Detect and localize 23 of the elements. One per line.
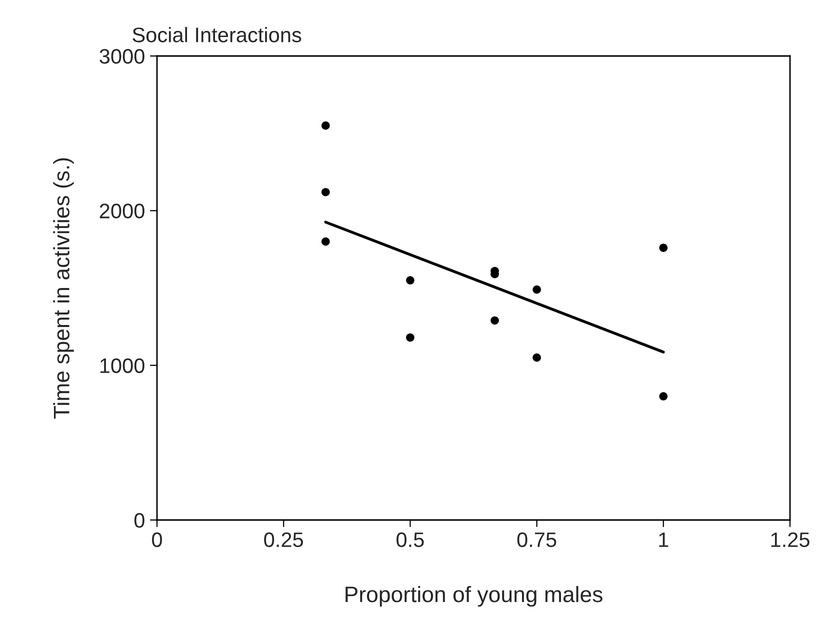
point — [532, 285, 541, 294]
point — [659, 392, 668, 400]
x-tick-label: 0.75 — [517, 532, 556, 548]
point — [321, 237, 330, 246]
point — [532, 353, 541, 362]
y-axis-title: Time spent in activities (s.) — [53, 158, 74, 419]
y-tick-label: 0 — [134, 513, 144, 528]
point — [321, 188, 330, 196]
point — [490, 316, 499, 325]
x-tick-label: 0.25 — [264, 532, 303, 548]
point — [406, 276, 414, 284]
point — [406, 333, 414, 342]
x-tick-label: 0 — [152, 532, 162, 548]
x-tick-label: 0.5 — [396, 532, 424, 548]
x-axis-title: Proportion of young males — [346, 586, 602, 607]
x-tick-label: 1.25 — [771, 532, 810, 548]
point — [659, 244, 668, 252]
point — [321, 121, 330, 130]
y-tick-label: 1000 — [100, 358, 144, 374]
y-tick-label: 3000 — [100, 49, 144, 64]
y-tick-label: 2000 — [100, 204, 144, 218]
chart-title: Social Interactions — [132, 27, 302, 42]
x-tick-label: 1 — [659, 532, 668, 547]
